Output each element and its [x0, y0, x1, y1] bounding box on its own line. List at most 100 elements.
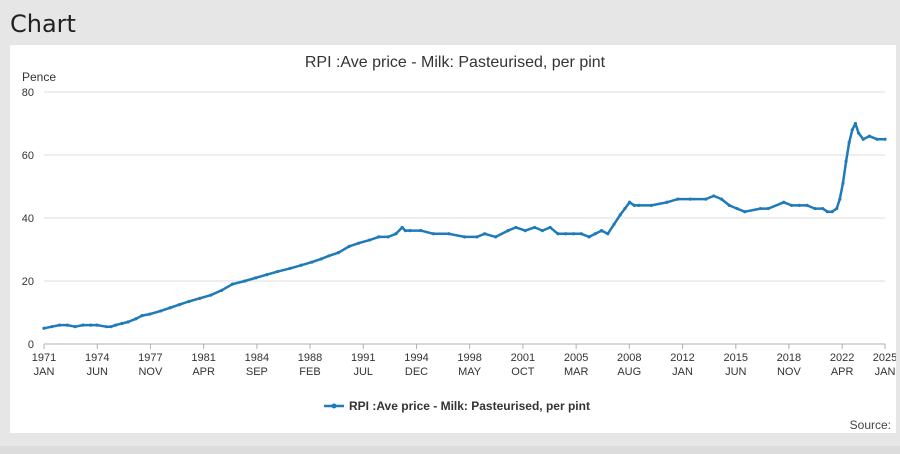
data-point[interactable]	[219, 288, 224, 293]
data-point[interactable]	[483, 232, 487, 236]
data-point[interactable]	[109, 325, 113, 329]
data-point[interactable]	[506, 229, 510, 233]
data-point[interactable]	[159, 309, 163, 313]
data-point[interactable]	[400, 225, 404, 230]
data-point[interactable]	[120, 321, 124, 326]
data-point[interactable]	[676, 197, 680, 201]
data-point[interactable]	[265, 273, 269, 277]
data-point[interactable]	[319, 257, 323, 261]
data-point[interactable]	[867, 134, 872, 138]
data-point[interactable]	[104, 325, 108, 329]
data-point[interactable]	[883, 137, 887, 141]
data-point[interactable]	[743, 210, 747, 214]
data-point[interactable]	[310, 260, 314, 264]
data-point[interactable]	[419, 229, 423, 233]
data-point[interactable]	[688, 197, 692, 201]
data-point[interactable]	[288, 266, 292, 270]
data-point[interactable]	[394, 232, 398, 236]
data-point[interactable]	[782, 200, 786, 204]
data-point[interactable]	[336, 251, 340, 255]
data-point[interactable]	[835, 206, 839, 211]
data-point[interactable]	[367, 238, 372, 242]
data-point[interactable]	[403, 229, 407, 233]
data-point[interactable]	[766, 206, 770, 211]
data-point[interactable]	[649, 203, 653, 207]
data-point[interactable]	[637, 203, 641, 207]
data-point[interactable]	[825, 210, 829, 214]
data-point[interactable]	[627, 200, 632, 204]
data-point[interactable]	[623, 206, 627, 211]
data-point[interactable]	[42, 326, 46, 330]
data-point[interactable]	[571, 232, 576, 236]
data-point[interactable]	[579, 232, 583, 236]
data-point[interactable]	[830, 210, 834, 214]
data-point[interactable]	[532, 225, 537, 230]
data-point[interactable]	[276, 269, 280, 274]
data-point[interactable]	[327, 254, 331, 258]
data-point[interactable]	[187, 299, 191, 304]
data-point[interactable]	[254, 276, 258, 280]
data-point[interactable]	[386, 235, 390, 239]
data-point[interactable]	[50, 325, 54, 329]
data-point[interactable]	[198, 296, 202, 300]
data-point[interactable]	[593, 232, 597, 236]
data-point[interactable]	[847, 140, 851, 144]
data-point[interactable]	[797, 203, 801, 207]
data-point[interactable]	[850, 128, 854, 132]
data-point[interactable]	[114, 323, 118, 327]
data-point[interactable]	[447, 232, 451, 236]
data-point[interactable]	[606, 232, 610, 236]
data-point[interactable]	[356, 241, 361, 245]
data-point[interactable]	[564, 232, 568, 236]
data-point[interactable]	[514, 225, 518, 230]
data-point[interactable]	[347, 244, 351, 248]
data-point[interactable]	[523, 229, 527, 233]
data-point[interactable]	[134, 317, 138, 321]
data-point[interactable]	[548, 225, 552, 230]
data-point[interactable]	[243, 279, 247, 283]
data-point[interactable]	[735, 206, 739, 211]
data-point[interactable]	[805, 203, 809, 207]
data-point[interactable]	[377, 235, 381, 239]
data-point[interactable]	[861, 137, 865, 141]
data-point[interactable]	[853, 121, 858, 126]
data-point[interactable]	[844, 159, 848, 163]
data-point[interactable]	[89, 323, 93, 327]
data-point[interactable]	[632, 203, 636, 207]
data-point[interactable]	[475, 235, 479, 239]
data-point[interactable]	[556, 232, 560, 236]
data-point[interactable]	[462, 235, 467, 239]
data-point[interactable]	[841, 181, 845, 185]
data-point[interactable]	[494, 235, 498, 239]
data-point[interactable]	[665, 200, 669, 204]
data-point[interactable]	[408, 229, 412, 233]
data-point[interactable]	[618, 213, 622, 217]
data-point[interactable]	[612, 222, 616, 226]
data-point[interactable]	[140, 314, 144, 318]
data-point[interactable]	[587, 235, 591, 239]
data-point[interactable]	[209, 293, 213, 297]
legend[interactable]: RPI :Ave price - Milk: Pasteurised, per …	[324, 399, 590, 413]
data-point[interactable]	[789, 203, 794, 207]
data-point[interactable]	[95, 323, 99, 327]
data-point[interactable]	[73, 325, 77, 329]
data-point[interactable]	[727, 203, 731, 207]
data-point[interactable]	[126, 320, 130, 324]
data-point[interactable]	[168, 306, 172, 310]
data-point[interactable]	[719, 197, 724, 201]
data-point[interactable]	[758, 206, 763, 211]
data-point[interactable]	[856, 131, 861, 135]
data-point[interactable]	[875, 137, 879, 141]
data-point[interactable]	[57, 323, 62, 327]
data-point[interactable]	[177, 303, 182, 307]
data-point[interactable]	[299, 263, 303, 267]
data-point[interactable]	[230, 282, 235, 286]
data-point[interactable]	[838, 197, 842, 201]
data-point[interactable]	[540, 229, 544, 233]
data-point[interactable]	[65, 323, 69, 327]
data-point[interactable]	[81, 323, 85, 327]
data-point[interactable]	[599, 229, 604, 233]
data-point[interactable]	[712, 194, 716, 198]
data-point[interactable]	[148, 312, 152, 316]
data-point[interactable]	[704, 197, 708, 201]
